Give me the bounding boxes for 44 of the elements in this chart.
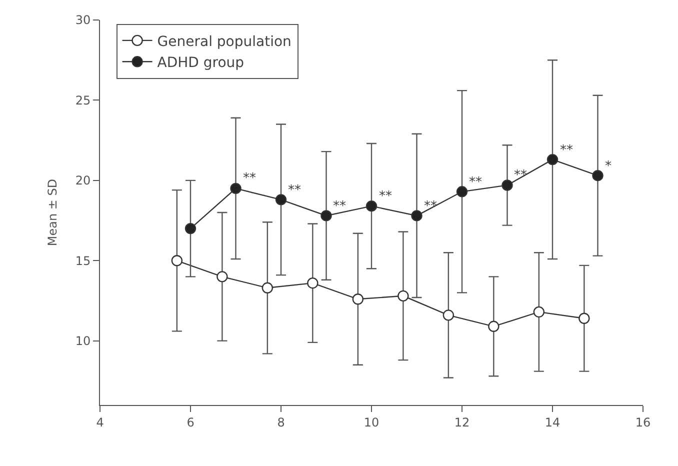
x-tick-label: 14: [544, 415, 560, 430]
point: [442, 310, 454, 321]
annotation: **: [424, 199, 438, 214]
point: [216, 271, 228, 282]
legend-label: General population: [157, 34, 292, 50]
point: [230, 182, 242, 194]
annotation: **: [514, 168, 528, 183]
point: [320, 210, 332, 222]
x-tick-label: 6: [186, 415, 194, 430]
point: [578, 312, 590, 324]
point: [352, 294, 364, 305]
annotation: **: [288, 183, 302, 198]
point: [184, 222, 196, 234]
legend-label: ADHD group: [157, 55, 244, 72]
point: [488, 320, 500, 332]
x-tick-label: 8: [277, 415, 285, 430]
point: [592, 170, 604, 182]
annotation: **: [333, 199, 346, 214]
annotation: **: [560, 143, 574, 158]
y-tick-label: 15: [75, 254, 91, 268]
point: [411, 210, 422, 222]
x-tick-label: 12: [454, 415, 470, 430]
y-tick-label: 30: [75, 13, 91, 28]
point: [533, 306, 545, 318]
point: [546, 154, 558, 166]
point: [502, 180, 513, 191]
x-tick-label: 10: [364, 415, 380, 430]
point: [456, 186, 468, 198]
annotation: **: [243, 171, 256, 186]
y-tick-label: 25: [75, 93, 91, 108]
x-tick-label: 16: [635, 415, 651, 430]
point: [171, 255, 183, 266]
y-tick-label: 10: [75, 334, 91, 348]
x-tick-label: 4: [96, 415, 104, 430]
y-tick-label: 20: [75, 174, 91, 188]
point: [262, 282, 274, 294]
annotation: *: [605, 159, 612, 174]
point: [275, 194, 287, 206]
point: [398, 290, 409, 302]
annotation: **: [379, 189, 392, 204]
annotation: **: [469, 175, 482, 190]
point: [366, 200, 378, 212]
point: [307, 277, 318, 289]
y-axis-title: Mean ± SD: [46, 178, 60, 246]
